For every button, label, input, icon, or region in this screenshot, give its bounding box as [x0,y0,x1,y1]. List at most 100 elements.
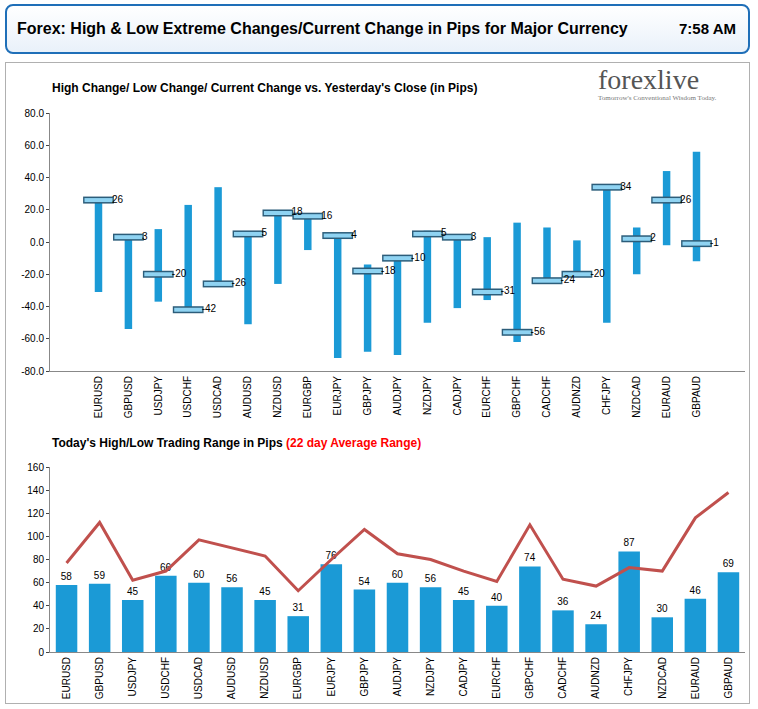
svg-text:36: 36 [557,596,569,607]
svg-text:AUDUSD: AUDUSD [242,376,253,418]
svg-text:CADCHF: CADCHF [557,657,568,699]
svg-text:69: 69 [723,558,735,569]
svg-text:GBPJPY: GBPJPY [359,657,370,697]
svg-text:100: 100 [27,531,44,542]
svg-text:-20.0: -20.0 [21,269,44,280]
svg-text:-26: -26 [232,277,247,288]
svg-text:0.0: 0.0 [30,237,44,248]
svg-text:-42: -42 [202,303,217,314]
svg-text:45: 45 [458,586,470,597]
svg-text:34: 34 [620,181,632,192]
svg-text:NZDCAD: NZDCAD [657,657,668,699]
svg-text:58: 58 [61,571,73,582]
svg-text:GBPAUD: GBPAUD [723,657,734,699]
svg-text:-24: -24 [561,274,576,285]
svg-text:EURUSD: EURUSD [61,657,72,699]
svg-text:30: 30 [656,603,668,614]
svg-text:GBPUSD: GBPUSD [123,376,134,418]
svg-text:46: 46 [690,585,702,596]
svg-text:EURJPY: EURJPY [332,376,343,416]
svg-text:5: 5 [262,227,268,238]
svg-text:140: 140 [27,485,44,496]
svg-text:40.0: 40.0 [25,172,45,183]
svg-text:USDCAD: USDCAD [193,657,204,699]
svg-text:CHFJPY: CHFJPY [623,657,634,696]
svg-text:16: 16 [321,210,333,221]
svg-text:EURGBP: EURGBP [302,376,313,419]
svg-text:5: 5 [441,227,447,238]
svg-text:60.0: 60.0 [25,140,45,151]
svg-text:80.0: 80.0 [25,108,45,119]
svg-text:EURJPY: EURJPY [326,657,337,697]
svg-text:EURCHF: EURCHF [491,657,502,699]
svg-text:26: 26 [680,194,692,205]
svg-text:40: 40 [33,600,45,611]
svg-text:GBPAUD: GBPAUD [691,376,702,418]
svg-text:-40.0: -40.0 [21,301,44,312]
svg-text:USDCHF: USDCHF [182,376,193,418]
svg-text:76: 76 [326,550,338,561]
svg-text:3: 3 [471,231,477,242]
svg-text:160: 160 [27,462,44,473]
svg-text:EURAUD: EURAUD [661,376,672,418]
svg-text:-80.0: -80.0 [21,366,44,377]
svg-text:EURUSD: EURUSD [93,376,104,418]
svg-text:-60.0: -60.0 [21,333,44,344]
svg-text:-56: -56 [531,326,546,337]
svg-text:USDCAD: USDCAD [212,376,223,418]
svg-text:0: 0 [38,647,44,658]
svg-text:GBPUSD: GBPUSD [94,657,105,699]
svg-text:USDJPY: USDJPY [127,657,138,697]
svg-text:AUDNZD: AUDNZD [590,657,601,699]
svg-text:CADJPY: CADJPY [458,657,469,697]
svg-text:-10: -10 [411,252,426,263]
svg-text:45: 45 [259,586,271,597]
svg-text:26: 26 [112,194,124,205]
svg-text:CADJPY: CADJPY [452,376,463,416]
svg-text:20.0: 20.0 [25,204,45,215]
svg-text:GBPCHF: GBPCHF [511,376,522,418]
svg-text:USDJPY: USDJPY [153,376,164,416]
svg-text:EURAUD: EURAUD [690,657,701,699]
svg-text:CHFJPY: CHFJPY [601,376,612,415]
svg-text:NZDCAD: NZDCAD [631,376,642,418]
svg-text:AUDJPY: AUDJPY [392,376,403,416]
svg-text:59: 59 [94,570,106,581]
svg-text:USDCHF: USDCHF [160,657,171,699]
svg-text:24: 24 [590,610,602,621]
svg-text:-20: -20 [172,268,187,279]
svg-text:CADCHF: CADCHF [541,376,552,418]
svg-text:EURCHF: EURCHF [481,376,492,418]
svg-text:4: 4 [351,229,357,240]
svg-text:NZDUSD: NZDUSD [259,657,270,699]
svg-text:80: 80 [33,554,45,565]
svg-text:2: 2 [650,232,656,243]
svg-text:-1: -1 [710,237,719,248]
svg-text:60: 60 [392,569,404,580]
svg-text:AUDNZD: AUDNZD [571,376,582,418]
svg-text:31: 31 [292,602,304,613]
svg-text:66: 66 [160,562,172,573]
svg-text:87: 87 [623,537,635,548]
svg-text:18: 18 [291,206,303,217]
svg-text:GBPJPY: GBPJPY [362,376,373,416]
svg-text:45: 45 [127,586,139,597]
svg-text:-20: -20 [590,268,605,279]
svg-text:60: 60 [33,577,45,588]
svg-text:NZDJPY: NZDJPY [422,376,433,415]
svg-text:74: 74 [524,552,536,563]
svg-text:3: 3 [142,231,148,242]
svg-text:20: 20 [33,623,45,634]
svg-text:EURGBP: EURGBP [292,657,303,700]
svg-text:GBPCHF: GBPCHF [524,657,535,699]
svg-text:56: 56 [425,573,437,584]
svg-text:120: 120 [27,508,44,519]
svg-text:-18: -18 [381,265,396,276]
svg-text:AUDUSD: AUDUSD [226,657,237,699]
svg-text:40: 40 [491,592,503,603]
svg-text:NZDJPY: NZDJPY [425,657,436,696]
svg-text:54: 54 [359,576,371,587]
svg-text:NZDUSD: NZDUSD [272,376,283,418]
svg-text:-31: -31 [501,285,516,296]
svg-text:60: 60 [193,569,205,580]
